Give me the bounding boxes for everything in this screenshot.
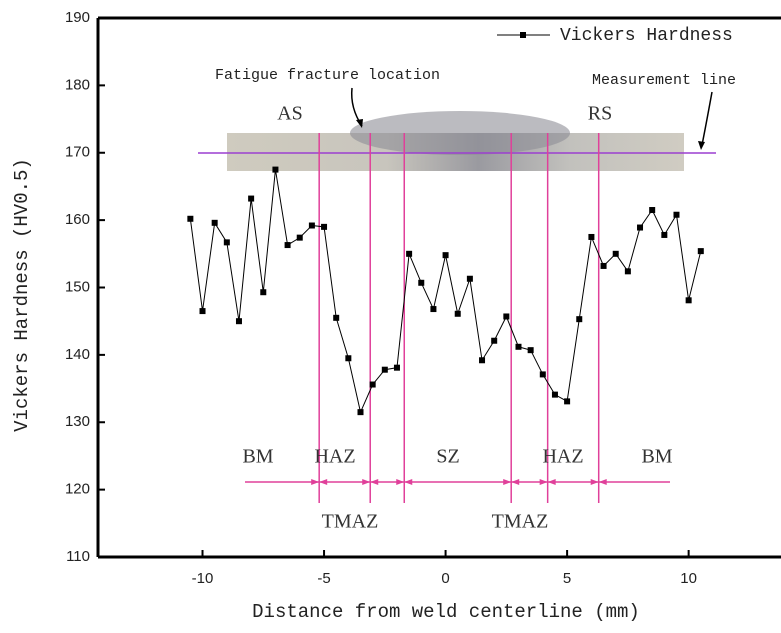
y-tick-label: 120 [65, 481, 90, 498]
data-point [223, 239, 230, 246]
data-point [588, 233, 595, 240]
annotation: Measurement line [592, 72, 736, 89]
legend-marker [520, 32, 526, 38]
y-tick-label: 130 [65, 413, 90, 430]
data-point [406, 250, 413, 257]
annotation-arrow [701, 91, 713, 146]
zone-arrowhead [503, 479, 520, 485]
data-point [442, 252, 449, 259]
x-tick-label: 5 [563, 570, 571, 587]
data-point [381, 366, 388, 373]
y-axis-label: Vickers Hardness (HV0.5) [11, 158, 33, 432]
data-point [685, 297, 692, 304]
data-point [673, 211, 680, 218]
data-point [503, 313, 510, 320]
data-point [527, 347, 534, 354]
data-point [661, 231, 668, 238]
data-point [296, 234, 303, 241]
data-point [211, 219, 218, 226]
data-point [600, 262, 607, 269]
y-tick-label: 140 [65, 346, 90, 363]
data-point [551, 391, 558, 398]
data-point [430, 306, 437, 313]
data-point [308, 222, 315, 229]
data-point [612, 250, 619, 257]
legend-label: Vickers Hardness [560, 26, 733, 46]
data-point [491, 337, 498, 344]
data-point [479, 357, 486, 364]
zone-arrowhead [590, 479, 607, 485]
y-tick-label: 170 [65, 144, 90, 161]
annotation: RS [588, 103, 612, 125]
data-point [637, 224, 644, 231]
data-point [187, 215, 194, 222]
data-point [357, 409, 364, 416]
zone-arrowhead [362, 479, 379, 485]
data-point [235, 318, 242, 325]
annotation: AS [277, 103, 303, 125]
data-point [272, 166, 279, 173]
data-point [576, 316, 583, 323]
y-tick-label: 190 [65, 9, 90, 26]
data-point [418, 279, 425, 286]
data-point [333, 314, 340, 321]
data-point [454, 310, 461, 317]
annotation: HAZ [314, 446, 355, 468]
data-point [260, 289, 267, 296]
annotation: TMAZ [322, 511, 379, 533]
y-tick-label: 180 [65, 76, 90, 93]
annotation: HAZ [542, 446, 583, 468]
x-axis-label: Distance from weld centerline (mm) [252, 601, 640, 623]
data-point [248, 195, 255, 202]
data-point [284, 242, 291, 249]
data-line [189, 169, 702, 414]
x-tick-label: -5 [317, 570, 330, 587]
zone-arrowhead [311, 479, 328, 485]
data-point [393, 364, 400, 371]
annotation: SZ [436, 446, 459, 468]
data-point [199, 308, 206, 315]
data-point [539, 371, 546, 378]
data-point [321, 223, 328, 230]
x-tick-label: -10 [192, 570, 214, 587]
y-tick-label: 160 [65, 211, 90, 228]
annotation-arrowhead [698, 141, 705, 150]
data-point [697, 248, 704, 255]
data-point [369, 381, 376, 388]
data-point [564, 398, 571, 405]
annotation-arrowhead [356, 119, 363, 128]
annotation: BM [242, 446, 273, 468]
y-tick-label: 110 [66, 548, 90, 565]
data-point [515, 343, 522, 350]
x-tick-label: 0 [441, 570, 449, 587]
data-point [624, 268, 631, 275]
annotation: Fatigue fracture location [215, 67, 440, 84]
data-point [649, 207, 656, 214]
annotation: BM [641, 446, 672, 468]
x-tick-label: 10 [680, 570, 697, 587]
data-point [466, 275, 473, 282]
y-tick-label: 150 [65, 278, 90, 295]
zone-arrowhead [396, 479, 413, 485]
annotation: TMAZ [492, 511, 549, 533]
data-point [345, 355, 352, 362]
zone-arrowhead [539, 479, 556, 485]
